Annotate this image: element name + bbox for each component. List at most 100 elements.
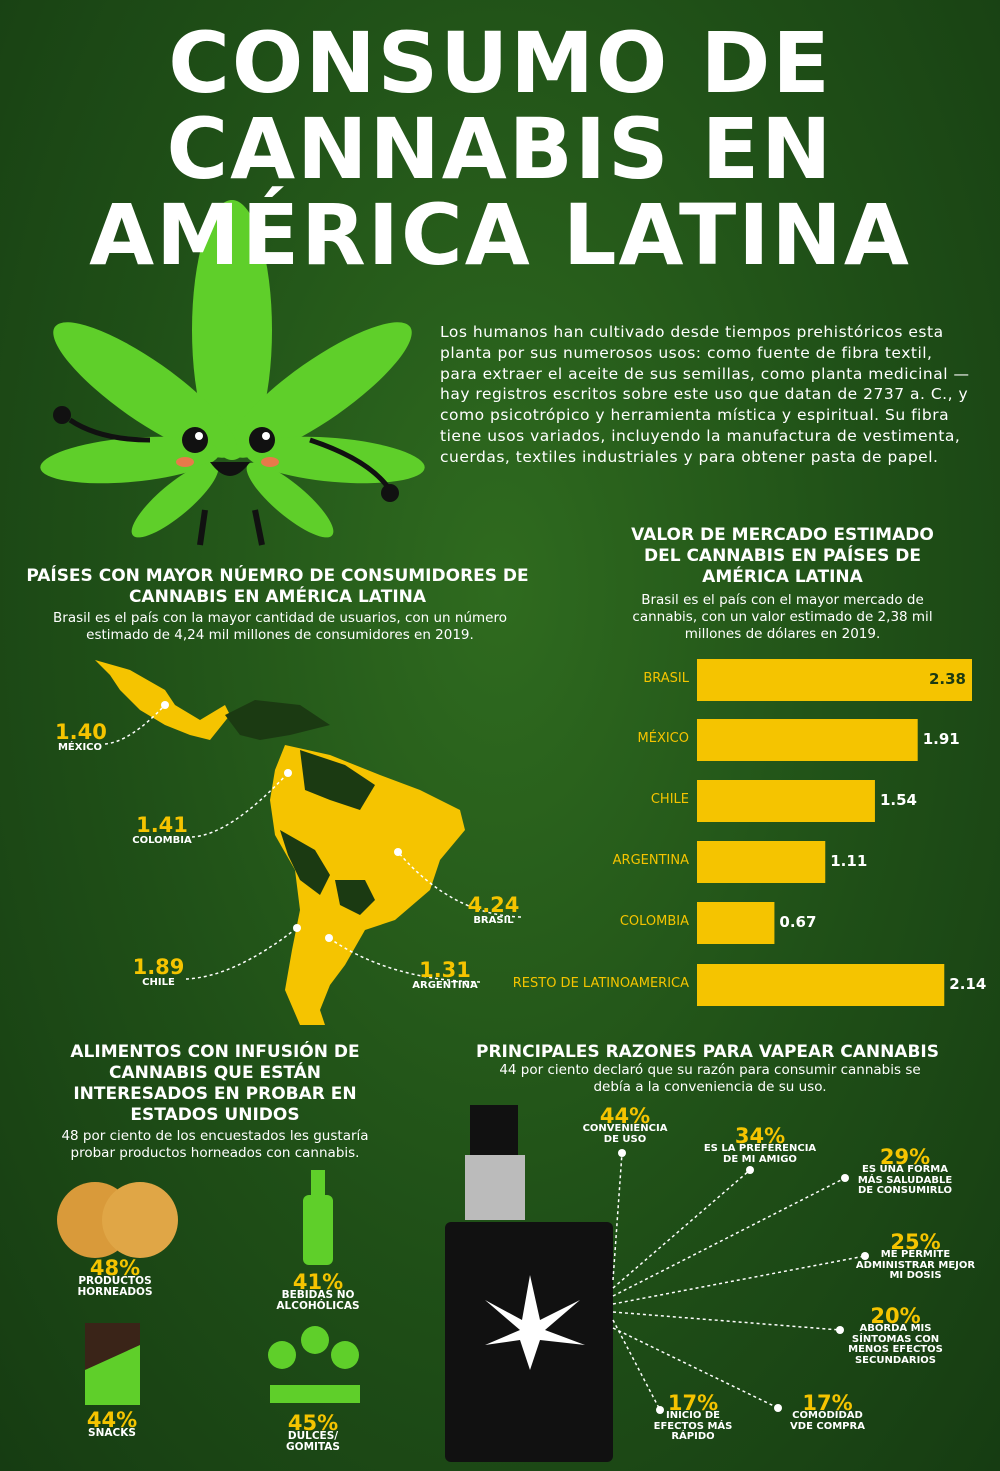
category-label: RESTO DE LATINOAMERICA bbox=[512, 976, 689, 991]
food-label: PRODUCTOS HORNEADOS bbox=[77, 1275, 153, 1298]
map-value: 4.24 bbox=[467, 893, 520, 917]
arm bbox=[309, 437, 393, 492]
legs bbox=[197, 509, 265, 546]
reason-dot bbox=[836, 1326, 844, 1334]
section-title: PRINCIPALES RAZONES PARA VAPEAR CANNABIS bbox=[476, 1042, 939, 1062]
mexico bbox=[95, 660, 230, 740]
section-title: PAÍSES CON MAYOR NÚEMRO DE CONSUMIDORES … bbox=[26, 566, 529, 607]
map-value: 1.89 bbox=[132, 955, 185, 979]
bar bbox=[697, 780, 875, 822]
leader-line bbox=[612, 1327, 779, 1409]
value-label: 1.54 bbox=[879, 791, 917, 809]
intro-text: Los humanos han cultivado desde tiempos … bbox=[440, 323, 970, 466]
vape-device bbox=[445, 1105, 613, 1462]
leader-line bbox=[328, 937, 481, 983]
leader-line bbox=[397, 851, 522, 918]
vape-leaf bbox=[485, 1275, 585, 1370]
reason-percent: 17% bbox=[802, 1391, 853, 1415]
section-title: ALIMENTOS CON INFUSIÓN DE CANNABIS QUE E… bbox=[70, 1042, 360, 1125]
reason-dot bbox=[774, 1404, 782, 1412]
cheek bbox=[176, 457, 194, 467]
section-subtitle: Brasil es el país con la mayor cantidad … bbox=[53, 610, 507, 643]
food-label: DULCES/ GOMITAS bbox=[286, 1430, 340, 1453]
map-country: MÉXICO bbox=[57, 742, 103, 753]
food-label: BEBIDAS NO ALCOHÓLICAS bbox=[276, 1289, 360, 1312]
vape-tank bbox=[465, 1155, 525, 1220]
value-label: 1.11 bbox=[830, 852, 868, 870]
leaflet bbox=[228, 322, 412, 458]
food-icons bbox=[57, 1170, 360, 1405]
vape-tip bbox=[470, 1105, 518, 1155]
reason-label: ES UNA FORMA MÁS SALUDABLE DE CONSUMIRLO bbox=[857, 1164, 953, 1196]
reason-percent: 25% bbox=[890, 1230, 941, 1254]
food-percent: 48% bbox=[89, 1256, 141, 1280]
reason-label: ME PERMITE ADMINISTRAR MEJOR MI DOSIS bbox=[855, 1249, 976, 1281]
gummy bbox=[268, 1341, 296, 1369]
bar bbox=[697, 841, 826, 883]
map-country: ARGENTINA bbox=[412, 980, 478, 991]
reason-label: COMODIDAD VDE COMPRA bbox=[790, 1410, 865, 1432]
food-percent: 44% bbox=[86, 1408, 138, 1432]
leader-line bbox=[612, 1152, 623, 1281]
chart-title: VALOR DE MERCADO ESTIMADO DEL CANNABIS E… bbox=[631, 525, 934, 587]
leader-line bbox=[612, 1319, 661, 1411]
leaflet bbox=[40, 436, 220, 484]
map-dot bbox=[161, 701, 169, 709]
eye-shine bbox=[262, 432, 270, 440]
reason-percent: 44% bbox=[599, 1104, 651, 1128]
reason-percent: 34% bbox=[734, 1124, 786, 1148]
food-percent: 41% bbox=[292, 1270, 344, 1294]
title-line: CONSUMO DE bbox=[168, 14, 832, 112]
section-subtitle: 48 por ciento de los encuestados les gus… bbox=[61, 1128, 369, 1161]
bar bbox=[697, 719, 918, 761]
leader-line bbox=[612, 1255, 866, 1305]
leader-line bbox=[612, 1311, 841, 1331]
bar bbox=[697, 902, 775, 944]
map-dot bbox=[293, 924, 301, 932]
map-dot bbox=[325, 934, 333, 942]
gummy-base bbox=[270, 1385, 360, 1403]
map bbox=[95, 660, 465, 1025]
reason-dot bbox=[841, 1174, 849, 1182]
bar bbox=[697, 659, 972, 701]
bottle bbox=[303, 1195, 333, 1265]
reason-dot bbox=[656, 1406, 664, 1414]
map-value: 1.40 bbox=[55, 720, 107, 744]
reason-percent: 29% bbox=[879, 1145, 931, 1169]
bar bbox=[697, 964, 945, 1006]
reason-percent: 20% bbox=[870, 1304, 921, 1328]
reason-dot bbox=[746, 1166, 754, 1174]
leaflet bbox=[245, 436, 425, 484]
cookie bbox=[102, 1182, 178, 1258]
venezuela bbox=[300, 750, 375, 810]
reason-dot bbox=[861, 1252, 869, 1260]
category-label: COLOMBIA bbox=[619, 914, 689, 929]
gummy bbox=[331, 1341, 359, 1369]
food-percent: 45% bbox=[287, 1411, 339, 1435]
cheek bbox=[261, 457, 279, 467]
leaflet bbox=[131, 462, 219, 538]
leaflet bbox=[246, 462, 334, 538]
map-dot bbox=[284, 769, 292, 777]
hand bbox=[381, 484, 399, 502]
paraguay bbox=[335, 880, 375, 915]
map-country: CHILE bbox=[142, 977, 175, 988]
chocolate-wrap bbox=[85, 1345, 140, 1405]
gummy bbox=[301, 1326, 329, 1354]
central-america bbox=[225, 700, 330, 740]
eye bbox=[182, 427, 208, 453]
map-value: 1.31 bbox=[419, 958, 471, 982]
category-label: MÉXICO bbox=[637, 731, 689, 746]
category-label: ARGENTINA bbox=[612, 853, 689, 868]
leaf-character bbox=[40, 200, 425, 546]
eye-shine bbox=[195, 432, 203, 440]
arm bbox=[68, 417, 151, 443]
map-country: COLOMBIA bbox=[132, 835, 192, 846]
value-label: 2.14 bbox=[949, 975, 987, 993]
eye bbox=[249, 427, 275, 453]
leader-line bbox=[612, 1177, 846, 1297]
map-dot bbox=[394, 848, 402, 856]
reason-label: INICIO DE EFECTOS MÁS RÁPIDO bbox=[653, 1410, 733, 1442]
